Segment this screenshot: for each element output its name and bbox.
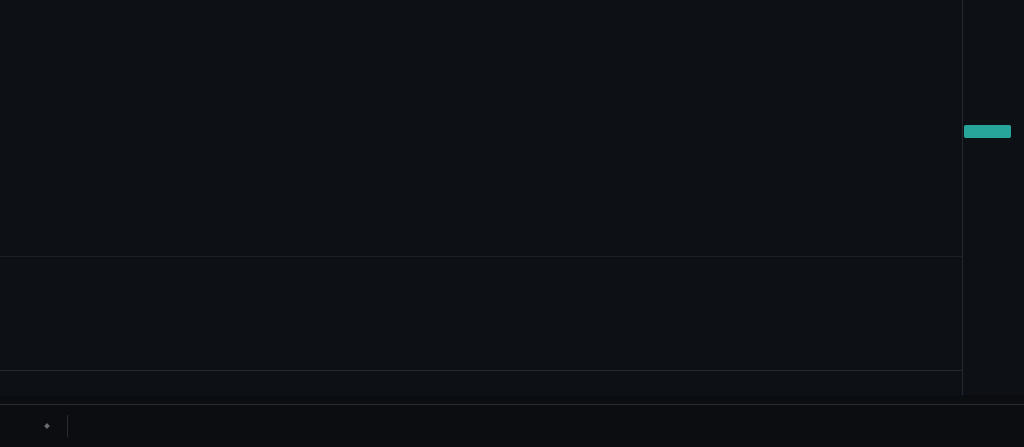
all-orders-diamond-icon (41, 420, 52, 431)
pane-divider[interactable] (0, 256, 962, 257)
current-price-badge (964, 125, 1011, 138)
time-axis[interactable] (0, 370, 962, 396)
price-axis[interactable] (962, 0, 1024, 395)
price-chart-pane[interactable] (0, 0, 962, 256)
toolbar-divider (67, 415, 68, 437)
all-orders-toggle[interactable] (24, 422, 63, 430)
hide-all-button[interactable] (72, 420, 100, 432)
order-filter-toolbar (0, 404, 1024, 447)
indicator-chart-pane[interactable] (0, 257, 962, 370)
